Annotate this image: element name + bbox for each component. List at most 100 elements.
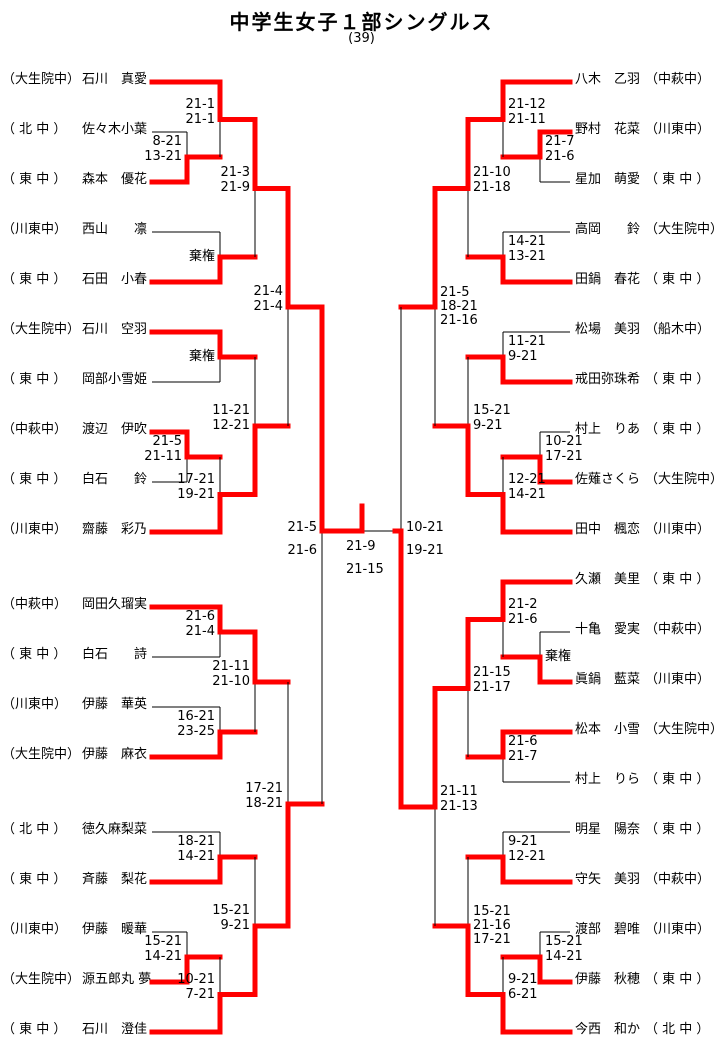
player-school: （ 東 中 ）	[645, 372, 710, 387]
player-school: （大生院中）	[2, 72, 81, 87]
player-school: （ 東 中 ）	[2, 472, 67, 487]
player-name: 徳久麻梨菜	[82, 822, 148, 837]
player-school: （ 東 中 ）	[645, 172, 710, 187]
player-name: 斉藤 梨花	[82, 872, 148, 887]
match-score: 11-21 9-21	[508, 334, 546, 364]
player-row: （中萩中） 渡辺 伊吹	[2, 418, 152, 437]
player-name: 西山 凛	[82, 222, 148, 237]
player-name: 村上 りら	[575, 772, 641, 787]
player-name: 守矢 美羽	[575, 872, 641, 887]
match-score: 16-21 23-25	[177, 709, 215, 739]
player-name: 戒田弥珠希	[575, 372, 641, 387]
match-score: 8-21 13-21	[144, 134, 182, 164]
player-name: 石田 小春	[82, 272, 148, 287]
player-school: （大生院中）	[2, 747, 81, 762]
match-score: 21-5 21-11	[144, 434, 182, 464]
player-row: （川東中） 西山 凛	[2, 218, 152, 237]
player-name: 田鍋 春花	[575, 272, 641, 287]
player-school: （川東中）	[2, 522, 68, 537]
walkover-label: 棄権	[545, 649, 572, 664]
match-score: 21-10 21-18	[473, 165, 511, 196]
player-name: 佐薙さくら	[575, 472, 641, 487]
player-school: （大生院中）	[645, 722, 723, 737]
match-score: 21-7 21-6	[545, 134, 575, 164]
player-school: （中萩中）	[645, 72, 711, 87]
player-school: （ 東 中 ）	[645, 822, 710, 837]
player-row: 星加 萌愛 （ 東 中 ）	[575, 168, 723, 187]
player-school: （ 東 中 ）	[2, 872, 67, 887]
player-row: 守矢 美羽 （中萩中）	[575, 868, 723, 887]
player-school: （ 東 中 ）	[2, 372, 67, 387]
player-school: （川東中）	[2, 222, 68, 237]
match-score: 15-21 9-21	[212, 902, 250, 933]
player-name: 齋藤 彩乃	[82, 522, 148, 537]
player-row: 戒田弥珠希 （ 東 中 ）	[575, 368, 723, 387]
match-score: 21-11 21-13	[440, 784, 478, 814]
player-school: （中萩中）	[645, 872, 711, 887]
player-row: （大生院中） 石川 空羽	[2, 318, 152, 337]
match-score: 18-21 14-21	[177, 834, 215, 864]
player-row: 田鍋 春花 （ 東 中 ）	[575, 268, 723, 287]
player-row: 村上 りあ （ 東 中 ）	[575, 418, 723, 437]
player-row: （ 北 中 ） 佐々木小葉	[2, 118, 152, 137]
match-score: 10-21 7-21	[177, 971, 215, 1002]
player-row: （ 東 中 ） 石川 澄佳	[2, 1018, 152, 1037]
player-school: （大生院中）	[2, 322, 81, 337]
player-school: （川東中）	[645, 672, 711, 687]
player-name: 十亀 愛実	[575, 622, 641, 637]
player-school: （川東中）	[645, 122, 711, 137]
player-row: 野村 花菜 （川東中）	[575, 118, 723, 137]
player-school: （ 東 中 ）	[2, 1022, 67, 1037]
player-name: 野村 花菜	[575, 122, 641, 137]
match-score: 21-1 21-1	[185, 96, 215, 127]
player-row: 八木 乙羽 （中萩中）	[575, 68, 723, 87]
player-name: 高岡 鈴	[575, 222, 641, 237]
match-score: 21-5 21-6	[287, 520, 317, 558]
match-score: 21-6 21-4	[185, 609, 215, 639]
player-school: （ 東 中 ）	[645, 422, 710, 437]
player-name: 石川 澄佳	[82, 1022, 148, 1037]
entry-count: (39)	[348, 31, 375, 46]
player-school: （大生院中）	[645, 472, 723, 487]
player-name: 久瀬 美里	[575, 572, 641, 587]
player-name: 今西 和か	[575, 1022, 641, 1037]
player-row: （ 東 中 ） 森本 優花	[2, 168, 152, 187]
player-name: 石川 空羽	[82, 322, 148, 337]
match-score: 12-21 14-21	[508, 471, 546, 502]
match-score: 21-6 21-7	[508, 734, 538, 764]
match-score: 9-21 12-21	[508, 834, 546, 864]
match-score: 15-21 14-21	[545, 934, 583, 964]
player-row: （川東中） 伊藤 暖華	[2, 918, 152, 937]
player-school: （ 東 中 ）	[645, 272, 710, 287]
player-school: （ 北 中 ）	[645, 1022, 710, 1037]
player-name: 伊藤 暖華	[82, 922, 148, 937]
match-score: 10-21 19-21	[406, 520, 444, 558]
match-score: 15-21 14-21	[144, 934, 182, 964]
match-score: 11-21 12-21	[212, 402, 250, 433]
player-row: 伊藤 秋穂 （ 東 中 ）	[575, 968, 723, 987]
player-name: 田中 楓恋	[575, 522, 641, 537]
player-school: （川東中）	[645, 922, 711, 937]
player-row: 松場 美羽 （船木中）	[575, 318, 723, 337]
player-row: （大生院中） 石川 真愛	[2, 68, 152, 87]
match-score: 10-21 17-21	[545, 434, 583, 464]
player-school: （船木中）	[645, 322, 711, 337]
player-name: 伊藤 華英	[82, 697, 148, 712]
player-name: 白石 鈴	[82, 472, 148, 487]
player-school: （ 東 中 ）	[645, 972, 710, 987]
player-row: （川東中） 伊藤 華英	[2, 693, 152, 712]
match-score: 21-5 18-21 21-16	[440, 285, 478, 328]
player-row: （ 東 中 ） 斉藤 梨花	[2, 868, 152, 887]
player-school: （ 北 中 ）	[2, 122, 67, 137]
player-name: 八木 乙羽	[575, 72, 641, 87]
player-name: 眞鍋 藍菜	[575, 672, 641, 687]
player-row: 松本 小雪 （大生院中）	[575, 718, 723, 737]
player-name: 渡部 碧唯	[575, 922, 641, 937]
player-name: 松場 美羽	[575, 322, 641, 337]
player-name: 白石 詩	[82, 647, 148, 662]
player-name: 伊藤 麻衣	[82, 747, 148, 762]
player-row: （中萩中） 岡田久瑠実	[2, 593, 152, 612]
player-school: （中萩中）	[2, 597, 68, 612]
